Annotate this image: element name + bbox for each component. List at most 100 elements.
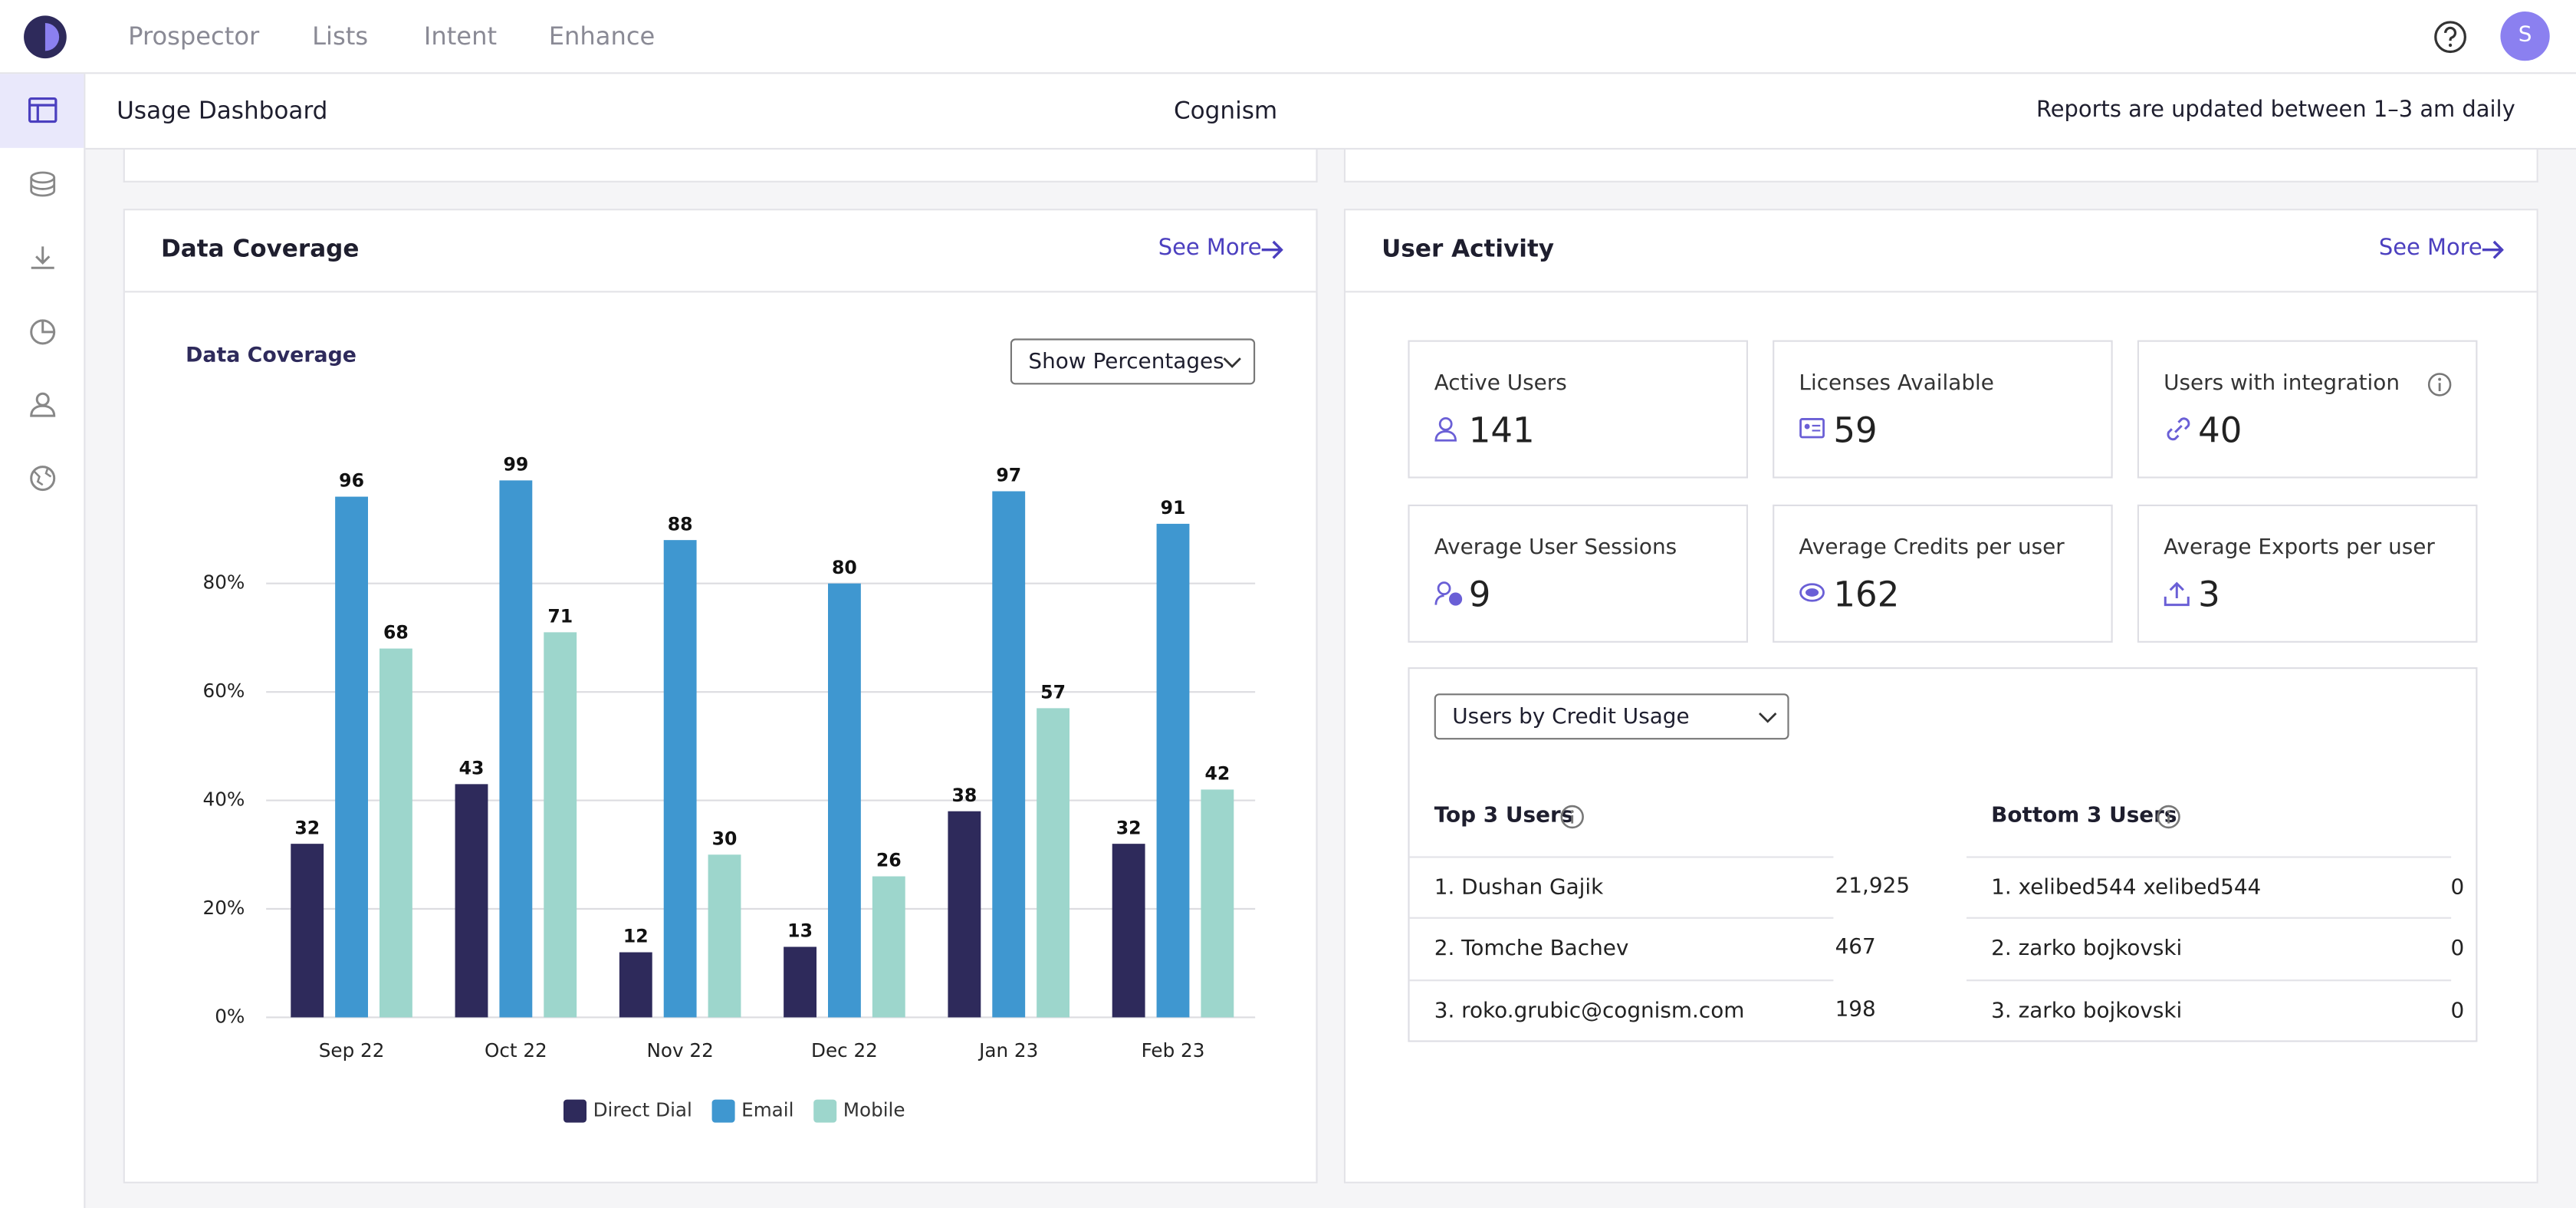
stat-label: Average Credits per user: [1799, 535, 2065, 561]
stat-icon: [1434, 416, 1457, 442]
dropdown[interactable]: Show Percentages: [1010, 338, 1256, 385]
panel-title: Data Coverage: [161, 236, 360, 263]
stat-label: Average User Sessions: [1434, 535, 1677, 561]
sidebar-icon[interactable]: [28, 465, 58, 492]
stat-icon: [1799, 418, 1825, 439]
legend-swatch: [564, 1099, 586, 1123]
bar: [619, 952, 652, 1018]
nav-item[interactable]: Prospector: [128, 21, 260, 51]
stat-card: Licenses Available 59: [1773, 340, 2113, 479]
list-title: Bottom 3 Users: [1991, 803, 2177, 828]
data-coverage-panel: Data Coverage See More Data Coverage Sho…: [123, 209, 1318, 1183]
stat-value: 40: [2198, 410, 2242, 451]
sidebar-icon[interactable]: [28, 319, 58, 345]
sidebar-icon[interactable]: [28, 171, 58, 197]
value-label: 12: [623, 926, 649, 947]
nav-item[interactable]: Intent: [423, 21, 498, 51]
info-icon[interactable]: [1559, 804, 1585, 830]
bar: [499, 480, 533, 1018]
bar: [663, 540, 697, 1018]
user-row: 2. Tomche Bachev: [1409, 917, 1834, 978]
y-tick-label: 60%: [203, 680, 245, 702]
dropdown[interactable]: Users by Credit Usage: [1434, 693, 1789, 740]
see-more[interactable]: See More: [1158, 235, 1262, 262]
value-label: 96: [339, 470, 364, 492]
y-tick-label: 20%: [203, 897, 245, 919]
info-icon[interactable]: [2155, 804, 2181, 830]
user-row: 3. zarko bojkovski 0: [1967, 979, 2464, 1040]
see-more[interactable]: See More: [2378, 235, 2482, 262]
chevron: [1223, 357, 1241, 368]
value-label: 88: [668, 513, 693, 535]
user-name: 1. xelibed544 xelibed544: [1991, 876, 2262, 901]
stat-label: Licenses Available: [1799, 371, 1994, 397]
nav-item[interactable]: Lists: [312, 21, 369, 51]
bar: [1201, 789, 1234, 1018]
chevron: [1759, 713, 1777, 723]
user-name: 3. zarko bojkovski: [1991, 999, 2183, 1024]
user-value: 0: [2450, 936, 2465, 962]
bar: [544, 632, 577, 1018]
value-label: 68: [383, 622, 409, 643]
bar: [872, 876, 905, 1018]
user-name: 3. roko.grubic@cognism.com: [1434, 999, 1745, 1024]
stat-card: Average Credits per user 162: [1773, 504, 2113, 643]
stat-icon: [1799, 583, 1825, 602]
user-row: 2. zarko bojkovski 0: [1967, 917, 2464, 978]
stat-value: 162: [1833, 575, 1900, 615]
bar: [455, 784, 488, 1018]
panel: [1343, 150, 2538, 183]
help-icon[interactable]: [2433, 20, 2468, 54]
stat-card: Users with integration 40: [2137, 340, 2478, 479]
users-box: Users by Credit Usage Top 3 Users Bottom…: [1408, 667, 2478, 1042]
value-label: 43: [459, 758, 485, 779]
arrow-icon[interactable]: [1260, 239, 1283, 262]
value-label: 97: [996, 465, 1021, 486]
legend-swatch: [711, 1099, 735, 1123]
sidebar-icon[interactable]: [28, 97, 58, 123]
legend-swatch: [813, 1099, 837, 1123]
bar: [948, 811, 981, 1018]
top-nav: Prospector Lists Intent Enhance S: [0, 0, 2576, 74]
sidebar-active[interactable]: [0, 74, 84, 148]
bar: [992, 491, 1026, 1018]
stat-value: 3: [2198, 575, 2220, 615]
stat-label: Users with integration: [2164, 371, 2400, 397]
panel-header: [1346, 210, 2537, 293]
bar: [828, 583, 861, 1018]
stat-value: 9: [1468, 575, 1491, 615]
page-header: Usage Dashboard Cognism Reports are upda…: [85, 74, 2576, 150]
panel: [123, 150, 1318, 183]
legend-label: Mobile: [843, 1099, 905, 1121]
avatar[interactable]: S: [2500, 12, 2550, 61]
user-value: 0: [2450, 876, 2465, 901]
sidebar-icon[interactable]: [28, 245, 58, 271]
user-row: 1. Dushan Gajik: [1409, 856, 1834, 917]
bar: [1112, 844, 1145, 1018]
bar: [708, 854, 741, 1018]
nav-item[interactable]: Enhance: [548, 21, 656, 51]
user-value: 467: [1835, 935, 1876, 960]
value-label: 26: [876, 850, 902, 871]
sidebar: [0, 74, 86, 1208]
sidebar-icon[interactable]: [28, 391, 58, 417]
value-label: 71: [547, 606, 573, 627]
stat-card: Active Users 141: [1408, 340, 1748, 479]
user-name: 1. Dushan Gajik: [1434, 876, 1604, 901]
stat-value: 141: [1468, 410, 1535, 451]
value-label: 91: [1161, 497, 1186, 518]
page-title: Usage Dashboard: [117, 98, 328, 125]
user-row: 1. xelibed544 xelibed544 0: [1967, 856, 2464, 917]
stat-value: 59: [1833, 410, 1878, 451]
dropdown-label: Users by Credit Usage: [1452, 705, 1690, 730]
logo[interactable]: [23, 15, 67, 59]
x-tick-label: Sep 22: [319, 1039, 385, 1062]
stat-card: Average Exports per user 3: [2137, 504, 2478, 643]
arrow-icon[interactable]: [2481, 239, 2504, 262]
stat-icon: [1434, 581, 1463, 606]
user-activity-panel: User Activity See More Active Users 141 L…: [1343, 209, 2538, 1183]
chart-title: Data Coverage: [186, 341, 356, 367]
info-icon[interactable]: [2426, 371, 2453, 397]
